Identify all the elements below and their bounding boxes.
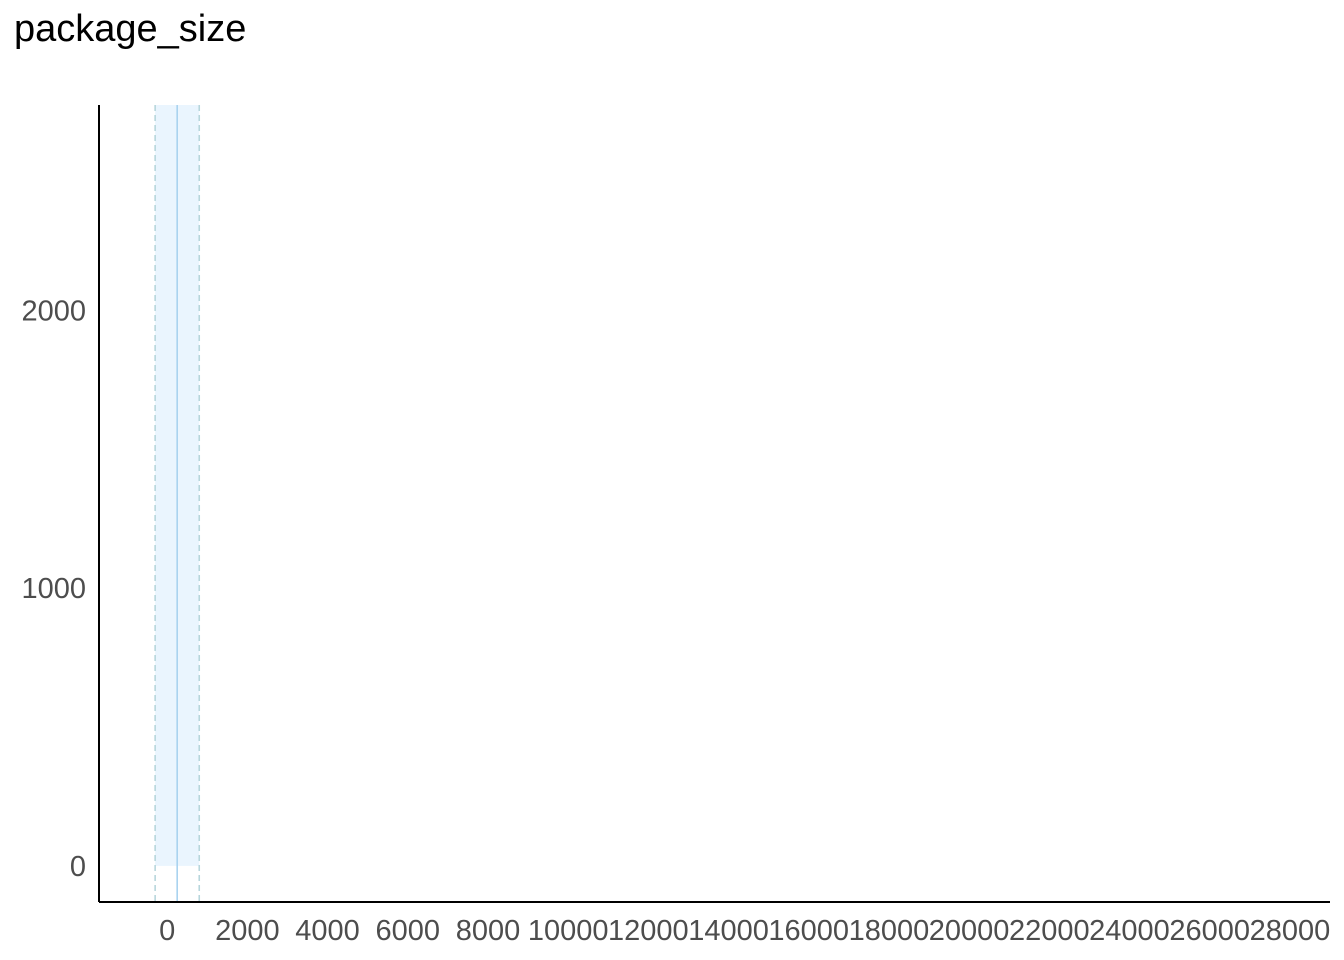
reference-lines-layer [154, 105, 201, 902]
chart-title: package_size [14, 8, 247, 50]
x-tick-label: 6000 [375, 915, 440, 947]
x-axis-ticks: 0 2000 4000 6000 8000 10000 12000 14000 16000 180… [159, 915, 1330, 947]
x-tick-label: 14000 [688, 915, 769, 947]
y-tick-label: 1000 [21, 573, 86, 605]
x-tick-label: 2000 [215, 915, 280, 947]
x-tick-label: 8000 [456, 915, 521, 947]
y-axis-ticks: 0 1000 2000 [21, 295, 86, 882]
y-tick-label: 0 [70, 851, 86, 883]
x-tick-label: 20000 [929, 915, 1010, 947]
x-tick-label: 4000 [295, 915, 360, 947]
x-tick-label: 18000 [849, 915, 930, 947]
y-tick-label: 2000 [21, 295, 86, 327]
x-tick-label: 16000 [768, 915, 849, 947]
x-tick-label: 26000 [1169, 915, 1250, 947]
x-tick-label: 28000 [1250, 915, 1331, 947]
x-tick-label: 0 [159, 915, 175, 947]
x-tick-label: 10000 [528, 915, 609, 947]
x-tick-label: 22000 [1009, 915, 1090, 947]
x-tick-label: 12000 [608, 915, 689, 947]
x-tick-label: 24000 [1089, 915, 1170, 947]
